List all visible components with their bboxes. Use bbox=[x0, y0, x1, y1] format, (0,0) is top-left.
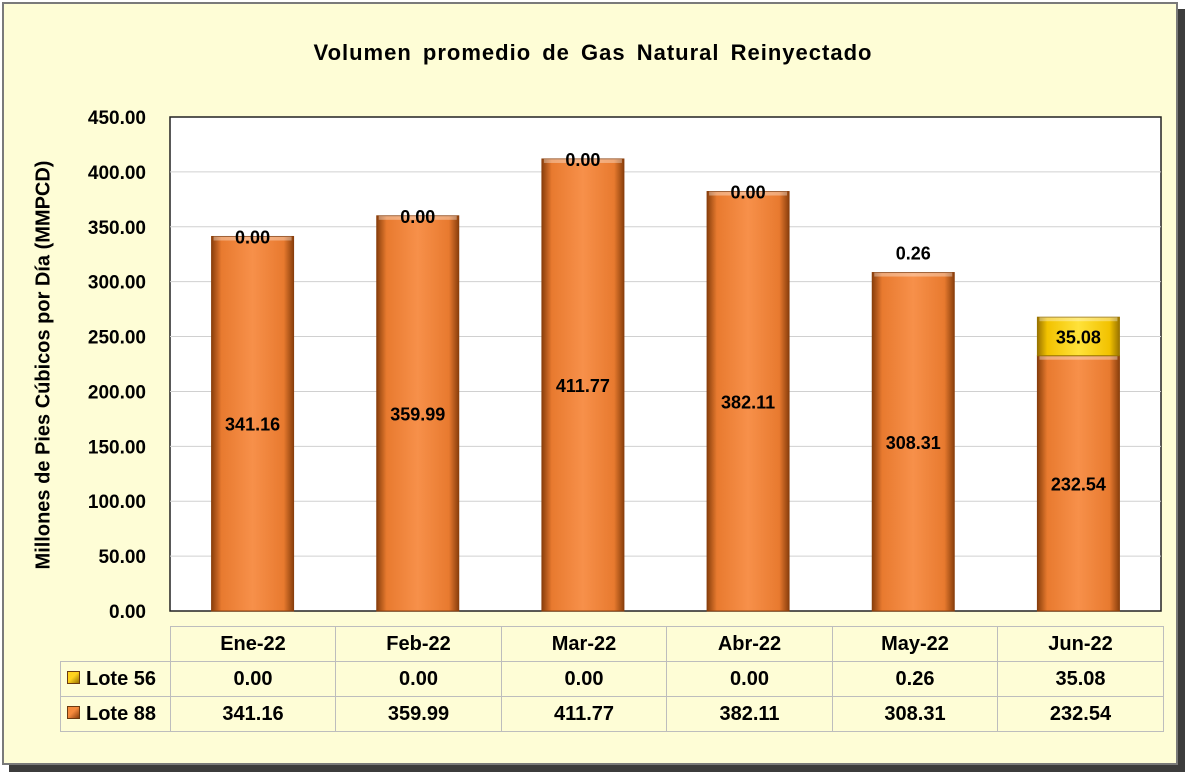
y-tick-label: 450.00 bbox=[88, 108, 146, 129]
bar-lote-88 bbox=[1036, 355, 1120, 612]
legend-key-lote-88 bbox=[67, 705, 80, 719]
y-tick-label: 200.00 bbox=[88, 382, 146, 403]
data-label-lote-56: 0.00 bbox=[235, 227, 270, 247]
bar-highlight bbox=[709, 191, 788, 196]
table-cell: 0.26 bbox=[832, 661, 998, 697]
y-tick-label: 0.00 bbox=[109, 602, 146, 623]
data-label-lote-56: 0.00 bbox=[731, 183, 766, 203]
data-label-lote-88: 382.11 bbox=[721, 392, 775, 412]
data-label-lote-88: 232.54 bbox=[1051, 474, 1106, 494]
data-label-lote-88: 308.31 bbox=[886, 433, 941, 453]
table-corner bbox=[61, 627, 171, 662]
chart-title: Volumen promedio de Gas Natural Reinyect… bbox=[313, 40, 873, 65]
data-label-lote-56: 35.08 bbox=[1056, 327, 1101, 347]
table-row-lote-88: Lote 88 341.16 359.99 411.77 382.11 308.31 232… bbox=[60, 696, 1164, 732]
plot-area bbox=[169, 116, 1162, 612]
y-tick-label: 400.00 bbox=[88, 163, 146, 184]
x-category-label: Feb-22 bbox=[335, 626, 502, 662]
data-label-lote-56: 0.00 bbox=[565, 150, 600, 170]
table-cell: 0.00 bbox=[666, 661, 833, 697]
bar-highlight bbox=[213, 236, 292, 241]
legend-entry-lote-88: Lote 88 bbox=[60, 696, 171, 732]
legend-key-lote-56 bbox=[67, 670, 80, 684]
table-header-row: Ene-22 Feb-22 Mar-22 Abr-22 May-22 Jun-22 bbox=[61, 626, 1164, 662]
x-category-label: Ene-22 bbox=[170, 626, 336, 662]
table-cell: 35.08 bbox=[997, 661, 1164, 697]
x-category-label: Abr-22 bbox=[666, 626, 833, 662]
bar-lote-88 bbox=[376, 215, 460, 612]
data-label-lote-56: 0.26 bbox=[896, 243, 931, 263]
y-tick-label: 50.00 bbox=[98, 547, 146, 568]
table-cell: 0.00 bbox=[501, 661, 667, 697]
x-category-label: Mar-22 bbox=[501, 626, 667, 662]
table-cell: 308.31 bbox=[832, 696, 998, 732]
bar-lote-88 bbox=[871, 272, 955, 612]
table-cell: 359.99 bbox=[335, 696, 502, 732]
bar-highlight bbox=[378, 215, 457, 220]
legend-label: Lote 88 bbox=[86, 702, 157, 725]
data-label-lote-88: 341.16 bbox=[225, 415, 280, 435]
bar-lote-88 bbox=[211, 235, 295, 612]
data-label-lote-88: 411.77 bbox=[556, 376, 610, 396]
x-category-label: May-22 bbox=[832, 626, 998, 662]
y-tick-label: 150.00 bbox=[88, 437, 146, 458]
legend-entry-lote-56: Lote 56 bbox=[60, 661, 171, 697]
table-cell: 341.16 bbox=[170, 696, 336, 732]
data-label-lote-56: 0.00 bbox=[400, 207, 435, 227]
bar-highlight bbox=[874, 272, 953, 277]
y-tick-label: 350.00 bbox=[88, 218, 146, 239]
y-tick-label: 250.00 bbox=[88, 328, 146, 349]
y-tick-label: 300.00 bbox=[88, 273, 146, 294]
table-cell: 232.54 bbox=[997, 696, 1164, 732]
legend-label: Lote 56 bbox=[86, 667, 157, 690]
bar-highlight bbox=[1039, 317, 1118, 322]
bar-lote-56 bbox=[1036, 316, 1120, 357]
table-cell: 382.11 bbox=[666, 696, 833, 732]
table-row-lote-56: Lote 56 0.00 0.00 0.00 0.00 0.26 35.08 bbox=[60, 661, 1164, 697]
bar-lote-88 bbox=[706, 191, 790, 612]
bar-highlight bbox=[543, 158, 622, 163]
x-category-label: Jun-22 bbox=[997, 626, 1164, 662]
table-cell: 0.00 bbox=[335, 661, 502, 697]
data-label-lote-88: 359.99 bbox=[390, 404, 445, 424]
bar-highlight bbox=[1039, 355, 1118, 360]
table-cell: 411.77 bbox=[501, 696, 667, 732]
data-table: Ene-22 Feb-22 Mar-22 Abr-22 May-22 Jun-22 Lote… bbox=[60, 626, 1164, 732]
y-tick-label: 100.00 bbox=[88, 492, 146, 513]
bar-lote-88 bbox=[541, 158, 625, 612]
table-cell: 0.00 bbox=[170, 661, 336, 697]
